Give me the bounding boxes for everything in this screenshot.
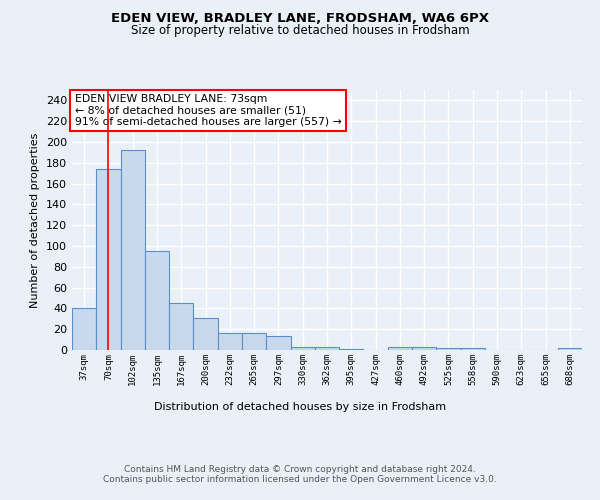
- Bar: [388, 347, 412, 350]
- Bar: [339, 349, 364, 350]
- Bar: [558, 348, 582, 350]
- Y-axis label: Number of detached properties: Number of detached properties: [31, 132, 40, 308]
- Bar: [145, 251, 169, 350]
- Text: Size of property relative to detached houses in Frodsham: Size of property relative to detached ho…: [131, 24, 469, 37]
- Bar: [169, 303, 193, 350]
- Bar: [193, 318, 218, 350]
- Bar: [121, 150, 145, 350]
- Text: EDEN VIEW, BRADLEY LANE, FRODSHAM, WA6 6PX: EDEN VIEW, BRADLEY LANE, FRODSHAM, WA6 6…: [111, 12, 489, 26]
- Text: EDEN VIEW BRADLEY LANE: 73sqm
← 8% of detached houses are smaller (51)
91% of se: EDEN VIEW BRADLEY LANE: 73sqm ← 8% of de…: [74, 94, 341, 127]
- Bar: [96, 169, 121, 350]
- Bar: [290, 347, 315, 350]
- Bar: [72, 308, 96, 350]
- Bar: [315, 347, 339, 350]
- Text: Distribution of detached houses by size in Frodsham: Distribution of detached houses by size …: [154, 402, 446, 412]
- Bar: [218, 334, 242, 350]
- Bar: [412, 347, 436, 350]
- Bar: [242, 334, 266, 350]
- Bar: [436, 348, 461, 350]
- Text: Contains HM Land Registry data © Crown copyright and database right 2024.
Contai: Contains HM Land Registry data © Crown c…: [103, 465, 497, 484]
- Bar: [461, 348, 485, 350]
- Bar: [266, 336, 290, 350]
